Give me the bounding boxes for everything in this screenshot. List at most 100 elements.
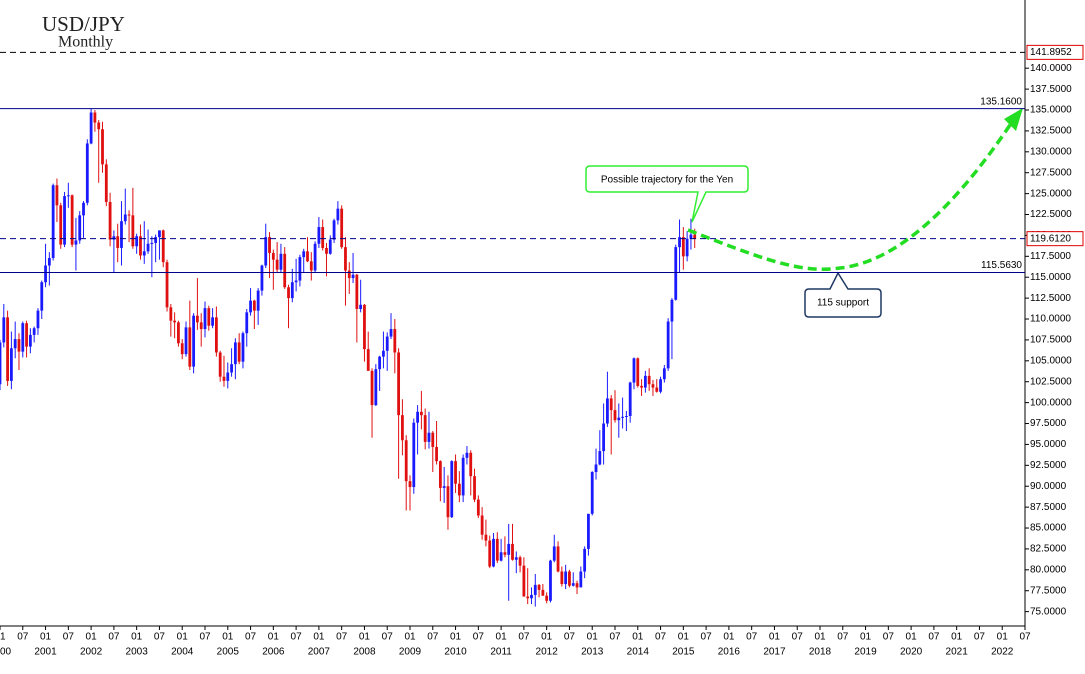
candle-body [150, 242, 154, 244]
y-tick-label: 127.5000 [1030, 167, 1072, 178]
candle-body [306, 251, 309, 262]
candle-body [211, 317, 214, 326]
candle-body [139, 236, 142, 256]
arrow-head [1004, 108, 1023, 131]
y-tick-label: 105.0000 [1030, 355, 1072, 366]
candle-body [693, 234, 697, 239]
candle-body [196, 315, 199, 323]
candle-body [484, 534, 488, 541]
candle-body [78, 215, 82, 241]
candle-body [465, 452, 469, 458]
x-tick-label: 07 [1019, 632, 1031, 643]
candle-body [6, 317, 9, 381]
candle-body [271, 252, 275, 260]
candle-body [188, 327, 192, 367]
candle-body [268, 237, 271, 253]
candle-body [249, 300, 252, 313]
candle-body [503, 552, 507, 555]
x-tick-label: 01 [222, 632, 234, 643]
candle-body [108, 201, 112, 240]
x-tick-label: 07 [154, 632, 166, 643]
candle-body [571, 583, 575, 586]
candle-body [347, 270, 351, 279]
y-tick-label: 130.0000 [1030, 146, 1072, 157]
candle-body [101, 129, 104, 165]
x-tick-label: 01 [40, 632, 52, 643]
candle-body [230, 364, 233, 373]
plot-area [0, 108, 697, 607]
x-tick-label: 01 [814, 632, 826, 643]
candle-body [507, 543, 511, 555]
candle-body [340, 208, 344, 248]
x-tick-label: 01 [997, 632, 1009, 643]
candle-body [120, 221, 123, 248]
y-tick-label: 80.0000 [1030, 564, 1067, 575]
x-tick-label: 01 [587, 632, 599, 643]
candle-body [590, 472, 594, 514]
x-year-label: 2018 [809, 647, 832, 658]
candle-body [552, 546, 556, 561]
candle-body [309, 261, 313, 271]
y-tick-label: 75.0000 [1030, 606, 1067, 617]
candle-body [317, 227, 321, 244]
y-tick-label: 122.5000 [1030, 209, 1072, 220]
candle-body [180, 343, 184, 355]
candle-body [328, 239, 332, 254]
candle-body [89, 112, 93, 144]
candle-body [0, 342, 2, 385]
candle-body [518, 557, 522, 566]
x-year-label: 2002 [80, 647, 103, 658]
x-tick-label: 07 [609, 632, 621, 643]
x-tick-label: 07 [518, 632, 530, 643]
candle-body [192, 315, 196, 367]
x-tick-label: 07 [199, 632, 211, 643]
candle-body [416, 411, 419, 423]
x-year-label: 2012 [536, 647, 559, 658]
candle-body [378, 356, 382, 370]
candle-body [549, 560, 552, 601]
candle-body [275, 259, 279, 270]
candle-body [389, 329, 393, 337]
x-tick-label: 01 [541, 632, 553, 643]
candle-body [127, 214, 131, 216]
x-year-label: 2020 [900, 647, 923, 658]
candle-body [161, 230, 165, 263]
candle-body [47, 257, 51, 266]
candle-body [522, 565, 526, 597]
candle-body [404, 440, 408, 482]
candle-body [385, 336, 389, 351]
y-tick-label: 125.0000 [1030, 188, 1072, 199]
candle-body [85, 143, 89, 203]
x-year-label: 2022 [991, 647, 1014, 658]
candle-body [363, 304, 366, 350]
candle-body [662, 368, 666, 380]
x-year-label: 2005 [217, 647, 240, 658]
candle-body [74, 240, 78, 245]
x-tick-label: 07 [746, 632, 758, 643]
candle-body [366, 349, 370, 371]
x-tick-label: 01 [404, 632, 416, 643]
candle-body [9, 348, 13, 381]
x-year-label: 2003 [126, 647, 149, 658]
candle-body [173, 320, 177, 323]
x-tick-label: 01 [177, 632, 189, 643]
y-tick-label: 90.0000 [1030, 481, 1067, 492]
candle-body [457, 483, 461, 496]
candle-body [325, 247, 328, 254]
y-tick-label: 102.5000 [1030, 376, 1072, 387]
candle-body [628, 382, 632, 416]
chart-subtitle: Monthly [58, 34, 113, 51]
candle-body [681, 237, 685, 257]
x-year-label: 2016 [718, 647, 741, 658]
callout-box [585, 165, 749, 223]
x-tick-label: 01 [951, 632, 963, 643]
candle-body [454, 461, 457, 484]
x-tick-label: 01 [769, 632, 781, 643]
candle-body [689, 234, 693, 239]
candle-body [408, 481, 412, 488]
candle-body [640, 385, 643, 388]
candle-body [63, 196, 66, 245]
candle-body [154, 237, 158, 243]
candle-body [264, 237, 268, 266]
